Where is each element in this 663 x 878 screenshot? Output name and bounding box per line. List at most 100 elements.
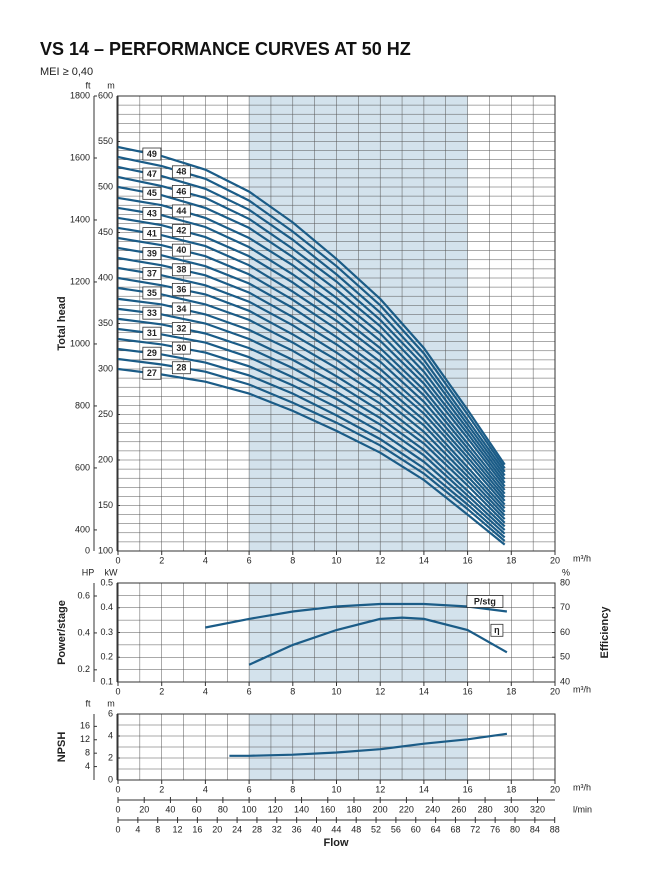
y-tick-label: 0: [85, 545, 90, 555]
flow-tick-label: 32: [272, 824, 282, 834]
flow-tick-label: 240: [425, 804, 440, 814]
x-tick-label: 4: [203, 784, 208, 794]
series-label-box: [490, 623, 504, 637]
flow-tick-label: 56: [391, 824, 401, 834]
series-label-box: [171, 185, 191, 198]
y-unit: m: [107, 80, 115, 90]
y-unit: ft: [85, 80, 91, 90]
flow-tick-label: 60: [192, 804, 202, 814]
series-label-box: [142, 207, 162, 220]
flow-tick-label: 220: [399, 804, 414, 814]
y-tick-label: 0.2: [77, 664, 90, 674]
series-label: 33: [147, 308, 157, 318]
y-tick-label: 70: [560, 602, 570, 612]
flow-tick-label: 160: [320, 804, 335, 814]
series-label-box: [171, 224, 191, 237]
y-tick-label: 6: [108, 708, 113, 718]
x-tick-label: 4: [203, 555, 208, 565]
series-label-box: [142, 247, 162, 261]
curve: [117, 347, 506, 539]
x-tick-label: 16: [463, 686, 473, 696]
flow-tick-label: 0: [115, 824, 120, 834]
y-tick-label: 2: [108, 752, 113, 762]
y-tick-label: 40: [560, 676, 570, 686]
flow-tick-label: 72: [470, 824, 480, 834]
curve: [117, 185, 506, 480]
series-label-box: [171, 341, 191, 355]
flow-tick-label: 320: [530, 804, 545, 814]
x-unit: m³/h: [573, 782, 591, 792]
x-tick-label: 14: [419, 686, 429, 696]
series-label: 41: [147, 228, 157, 238]
series-label-box: [142, 306, 162, 320]
y-tick-label: 50: [560, 652, 570, 662]
curve: [117, 165, 506, 473]
y-tick-label: 1400: [70, 214, 90, 224]
y-axis-title: Power/stage: [56, 600, 68, 665]
x-tick-label: 20: [550, 686, 560, 696]
series-label: 36: [176, 284, 186, 294]
flow-tick-label: 200: [373, 804, 388, 814]
x-tick-label: 2: [159, 686, 164, 696]
x-tick-label: 10: [331, 686, 341, 696]
flow-tick-label: 52: [371, 824, 381, 834]
x-tick-label: 16: [463, 555, 473, 565]
flow-unit: l/min: [573, 804, 592, 814]
series-label: 43: [147, 208, 157, 218]
series-label: P/stg: [474, 596, 496, 606]
y-tick-label: 16: [80, 721, 90, 731]
flow-tick-label: 4: [135, 824, 140, 834]
series-label: 45: [147, 188, 157, 198]
series-label: 30: [176, 343, 186, 353]
flow-tick-label: 180: [346, 804, 361, 814]
flow-tick-label: 88: [550, 824, 560, 834]
series-label: 27: [147, 368, 157, 378]
series-label-box: [142, 147, 162, 161]
y-tick-label: 350: [98, 318, 113, 328]
series-label-box: [142, 346, 162, 360]
x-tick-label: 12: [375, 555, 385, 565]
curve: [117, 206, 506, 488]
y2-axis-title: Efficiency: [599, 606, 611, 659]
x-tick-label: 18: [506, 686, 516, 696]
flow-tick-label: 0: [115, 804, 120, 814]
flow-tick-label: 40: [165, 804, 175, 814]
x-unit: m³/h: [573, 553, 591, 563]
x-tick-label: 20: [550, 555, 560, 565]
flow-tick-label: 64: [431, 824, 441, 834]
x-tick-label: 0: [115, 784, 120, 794]
x-tick-label: 0: [115, 686, 120, 696]
series-label: 47: [147, 169, 157, 179]
series-label-box: [466, 595, 504, 608]
y-tick-label: 0.3: [100, 627, 113, 637]
series-label: 46: [176, 186, 186, 196]
series-label-box: [142, 267, 162, 281]
y-axis-title: Total head: [56, 296, 68, 350]
series-label: 31: [147, 328, 157, 338]
x-tick-label: 14: [419, 784, 429, 794]
flow-tick-label: 68: [450, 824, 460, 834]
x-tick-label: 20: [550, 784, 560, 794]
series-label-box: [171, 302, 191, 316]
curve: [205, 602, 508, 629]
curve: [117, 246, 506, 502]
y-tick-label: 400: [75, 524, 90, 534]
y-tick-label: 150: [98, 500, 113, 510]
series-label-box: [142, 286, 162, 300]
y-tick-label: 1200: [70, 276, 90, 286]
series-label-box: [142, 326, 162, 340]
y-tick-label: 250: [98, 409, 113, 419]
series-label: 39: [147, 248, 157, 258]
page-title: VS 14 – PERFORMANCE CURVES AT 50 HZ: [40, 39, 411, 59]
series-label-box: [142, 227, 162, 240]
series-label: 42: [176, 225, 186, 235]
series-label-box: [142, 167, 162, 181]
flow-tick-label: 84: [530, 824, 540, 834]
flow-tick-label: 40: [311, 824, 321, 834]
y-tick-label: 0.4: [100, 602, 113, 612]
x-tick-label: 18: [506, 784, 516, 794]
y-tick-label: 0.5: [100, 577, 113, 587]
x-tick-label: 8: [290, 555, 295, 565]
y-tick-label: 400: [98, 272, 113, 282]
series-label-box: [142, 186, 162, 200]
